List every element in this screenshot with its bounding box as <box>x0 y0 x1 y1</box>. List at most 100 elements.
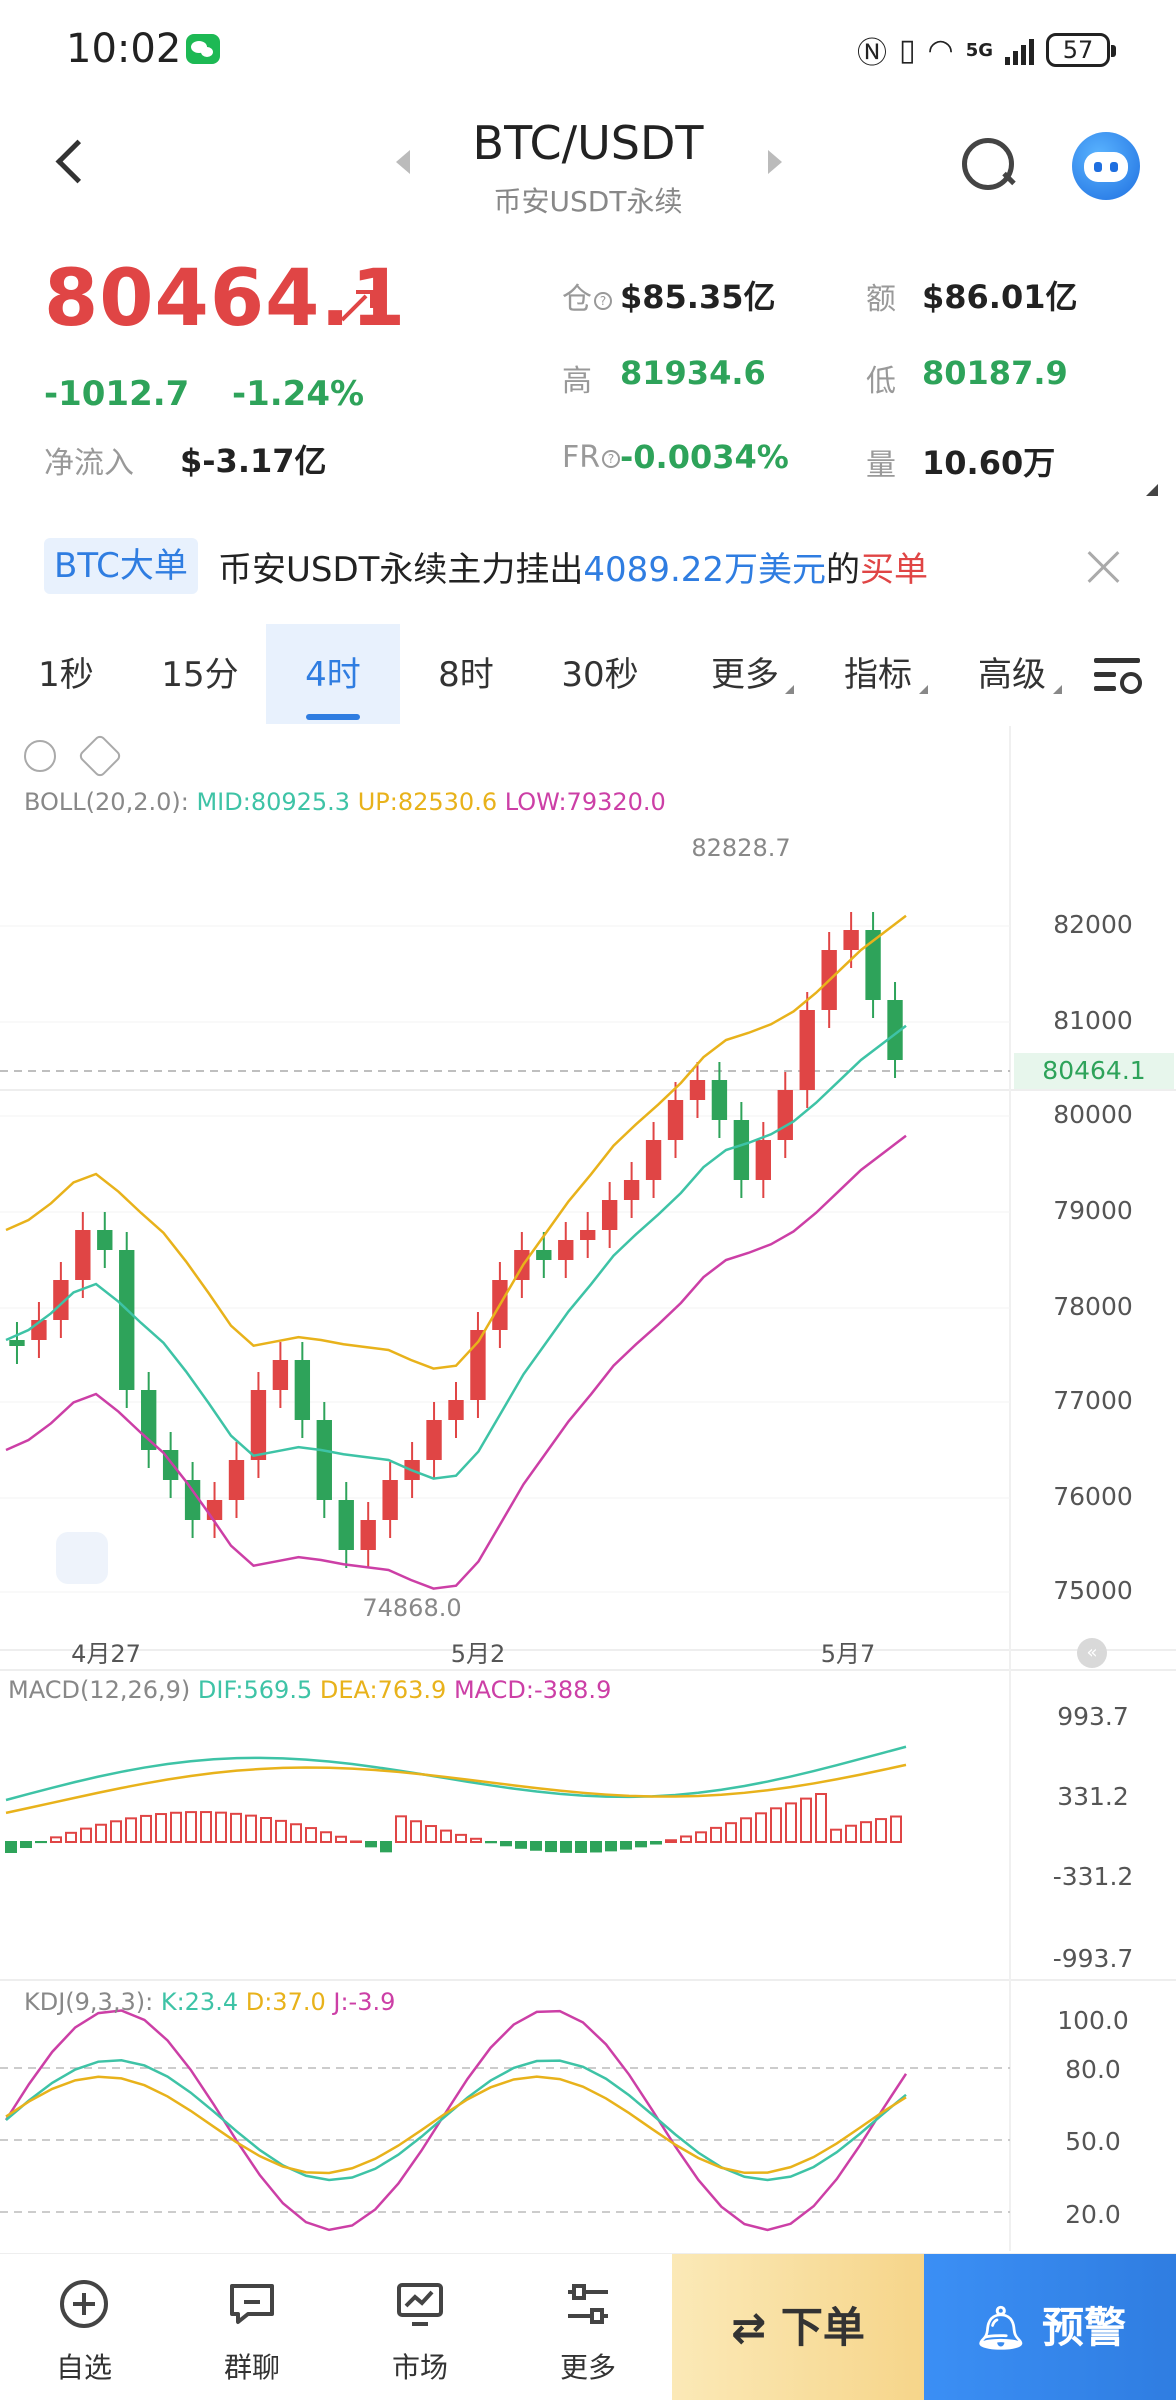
macd-tick: 331.2 <box>1057 1782 1129 1811</box>
candle-body <box>645 1140 662 1180</box>
tab-1s[interactable]: 1秒 <box>38 655 94 695</box>
nav-more[interactable]: 更多 <box>508 2254 668 2400</box>
macd-bar <box>710 1826 722 1844</box>
chart-monitor-icon <box>397 2283 443 2326</box>
network-type: 5G <box>965 39 993 61</box>
y-tick: 77000 <box>1053 1386 1133 1415</box>
sliders-icon <box>568 2284 608 2324</box>
chart-canvas[interactable] <box>0 726 1176 2251</box>
macd-bar <box>140 1814 152 1844</box>
plus-circle-icon <box>60 2280 108 2328</box>
macd-bar <box>635 1841 647 1848</box>
place-order-button[interactable]: ⇄ 下单 <box>672 2254 924 2400</box>
candle-body <box>426 1420 442 1460</box>
macd-bar <box>275 1819 287 1844</box>
prev-pair-icon[interactable] <box>396 150 410 174</box>
back-button[interactable] <box>52 138 88 188</box>
macd-bar <box>500 1841 512 1847</box>
next-pair-icon[interactable] <box>768 150 782 174</box>
tab-more[interactable]: 更多 <box>690 624 800 724</box>
candle-body <box>9 1340 25 1346</box>
candle-body <box>536 1250 552 1260</box>
macd-bar <box>725 1822 737 1844</box>
macd-bar <box>380 1841 392 1853</box>
help-icon[interactable]: ? <box>594 291 612 310</box>
fullscreen-expand-icon[interactable] <box>56 1532 108 1584</box>
candle-body <box>206 1500 223 1520</box>
macd-bar <box>335 1835 347 1843</box>
vibrate-icon: ▯ <box>898 32 916 68</box>
battery-icon: 57 <box>1046 33 1116 67</box>
candle-body <box>338 1500 354 1550</box>
candle-body <box>580 1230 596 1240</box>
candle-body <box>316 1420 332 1500</box>
macd-bar <box>425 1825 437 1844</box>
bell-icon: 🔔︎ <box>974 2303 1042 2352</box>
macd-bar <box>200 1811 212 1843</box>
macd-bar <box>20 1841 32 1849</box>
large-order-notice[interactable]: BTC大单 币安USDT永续主力挂出4089.22万美元的买单 <box>0 530 1176 612</box>
search-icon[interactable] <box>962 138 1016 192</box>
collapse-icon[interactable] <box>24 740 56 772</box>
tab-8h[interactable]: 8时 <box>438 655 494 695</box>
candle-body <box>448 1400 464 1420</box>
macd-bar <box>545 1841 557 1853</box>
macd-bar <box>215 1811 227 1843</box>
y-tick: 80000 <box>1053 1100 1133 1129</box>
macd-legend: MACD(12,26,9) DIF:569.5 DEA:763.9 MACD:-… <box>8 1676 612 1704</box>
price-change-pct: -1.24% <box>232 374 365 414</box>
y-tick: 76000 <box>1053 1482 1133 1511</box>
macd-bar <box>365 1841 377 1848</box>
macd-bar <box>320 1831 332 1843</box>
macd-bar <box>410 1820 422 1843</box>
candle-body <box>228 1460 245 1500</box>
tab-4h[interactable]: 4时 <box>266 624 400 724</box>
high-label: 高 <box>562 364 592 399</box>
macd-bar <box>845 1824 857 1844</box>
scroll-to-latest-icon[interactable]: « <box>1077 1638 1107 1668</box>
macd-bar <box>650 1841 662 1845</box>
chart-settings-icon[interactable] <box>1094 654 1144 698</box>
pair-title[interactable]: BTC/USDT <box>472 116 704 170</box>
kdj-tick: 80.0 <box>1065 2055 1121 2084</box>
open-interest-label: 仓? <box>562 274 612 318</box>
candle-body <box>733 1120 750 1180</box>
amount-label: 额 <box>866 282 896 317</box>
low-marker-label: 74868.0 <box>362 1594 462 1622</box>
candle-body <box>843 930 859 950</box>
tab-30s[interactable]: 30秒 <box>561 655 639 695</box>
notice-text: 币安USDT永续主力挂出4089.22万美元的买单 <box>218 550 929 590</box>
macd-bar <box>290 1823 302 1843</box>
tab-15m[interactable]: 15分 <box>161 655 239 695</box>
help-icon[interactable]: ? <box>602 449 621 468</box>
nav-watchlist[interactable]: 自选 <box>4 2254 164 2400</box>
candle-body <box>250 1390 267 1460</box>
nav-market[interactable]: 市场 <box>340 2254 500 2400</box>
close-icon[interactable] <box>1086 548 1122 584</box>
macd-bar <box>755 1812 767 1843</box>
funding-rate-label: FR? <box>562 440 621 475</box>
macd-bar <box>185 1811 197 1844</box>
nav-group-chat[interactable]: 群聊 <box>172 2254 332 2400</box>
robot-assistant-icon[interactable] <box>1072 132 1140 200</box>
macd-dea-line <box>5 1763 907 1815</box>
signal-icon <box>1005 35 1034 65</box>
macd-bar <box>590 1841 602 1853</box>
price-alert-button[interactable]: 🔔︎ 预警 <box>924 2254 1176 2400</box>
nfc-icon: Ⓝ <box>856 36 887 71</box>
candle-body <box>887 1000 903 1060</box>
x-tick: 5月2 <box>450 1640 506 1668</box>
boll-upper-line <box>5 914 907 1370</box>
macd-bar <box>245 1814 257 1843</box>
boll-legend: BOLL(20,2.0): MID:80925.3 UP:82530.6 LOW… <box>24 788 666 816</box>
tab-indicators[interactable]: 指标 <box>822 624 934 724</box>
macd-bar <box>530 1841 542 1851</box>
macd-dif-line <box>5 1745 907 1802</box>
tab-advanced[interactable]: 高级 <box>956 624 1068 724</box>
macd-bar <box>680 1835 692 1843</box>
price-change: -1012.7 <box>44 374 190 414</box>
candle-body <box>294 1360 311 1420</box>
macd-bar <box>560 1841 572 1853</box>
macd-bar <box>230 1812 242 1843</box>
expand-corner-icon[interactable] <box>1146 484 1158 496</box>
